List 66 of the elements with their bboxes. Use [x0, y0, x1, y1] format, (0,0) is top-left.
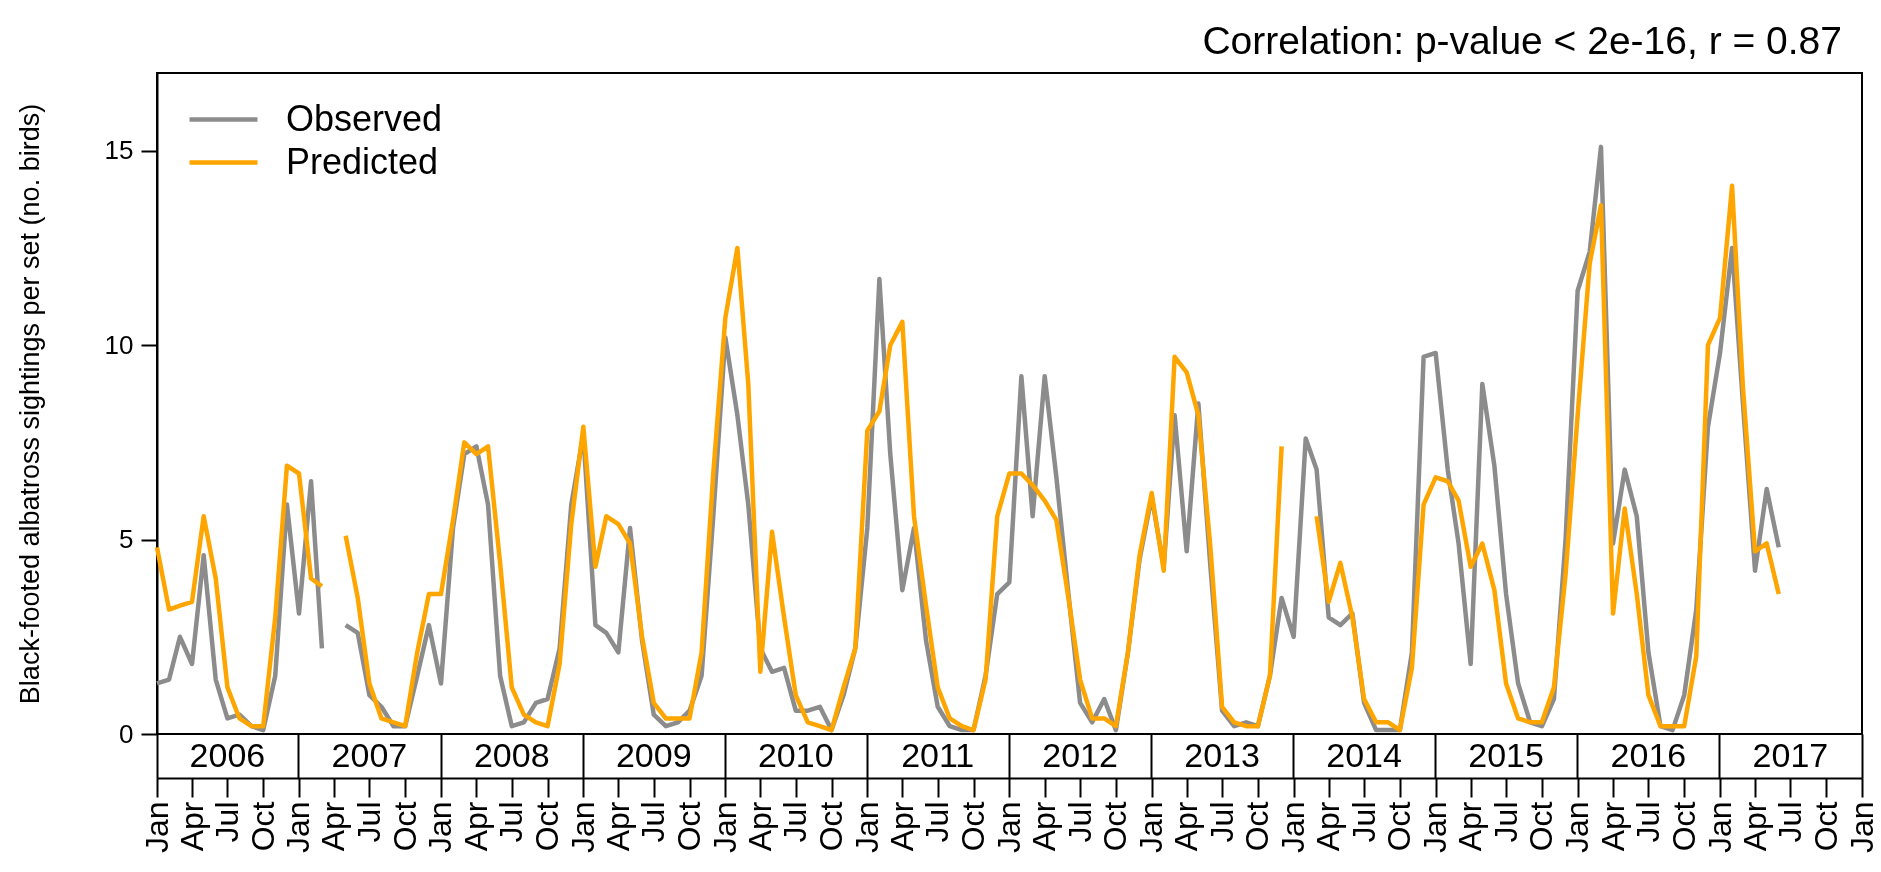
x2-tick-label: 2007: [331, 736, 408, 774]
x-tick-label: Apr: [1452, 801, 1489, 852]
x-tick-label: Jan: [1133, 801, 1170, 854]
x-tick-label: Oct: [1097, 801, 1134, 852]
x-tick-label: Jan: [564, 801, 601, 854]
x-tick-label: Apr: [173, 801, 210, 852]
x-tick-label: Oct: [813, 801, 850, 852]
x-tick-label: Apr: [741, 801, 778, 852]
x-tick-label: Jul: [1061, 801, 1098, 843]
x-tick-label: Jan: [280, 801, 317, 854]
x-tick-label: Jan: [1843, 801, 1880, 854]
x-tick-label: Jul: [350, 801, 387, 843]
x-tick-label: Jan: [1417, 801, 1454, 854]
x-tick-label: Jan: [990, 801, 1027, 854]
x2-tick-label: 2008: [473, 736, 550, 774]
x-tick-label: Oct: [244, 801, 281, 852]
x-tick-label: Oct: [386, 801, 423, 852]
x-tick-label: Oct: [1381, 801, 1418, 852]
x-tick-label: Oct: [1239, 801, 1276, 852]
x2-tick-label: 2010: [757, 736, 834, 774]
x-tick-label: Jan: [706, 801, 743, 854]
x-tick-label: Apr: [1168, 801, 1205, 852]
x-tick-label: Jul: [919, 801, 956, 843]
x-tick-label: Jan: [138, 801, 175, 854]
x-tick-label: Jul: [635, 801, 672, 843]
x-tick-label: Jul: [1203, 801, 1240, 843]
y-tick-label: 15: [104, 135, 134, 166]
y-tick-label: 5: [119, 524, 134, 555]
x-tick-label: Jul: [1345, 801, 1382, 843]
x-tick-label: Jan: [1275, 801, 1312, 854]
legend-label: Observed: [286, 97, 443, 139]
x-tick-label: Jan: [422, 801, 459, 854]
x-tick-label: Apr: [1736, 801, 1773, 852]
x2-tick-label: 2014: [1326, 736, 1402, 774]
x-tick-label: Apr: [599, 801, 636, 852]
x-tick-label: Oct: [671, 801, 708, 852]
x-tick-label: Jul: [1487, 801, 1524, 843]
y-tick-label: 0: [119, 718, 134, 749]
x-tick-label: Apr: [315, 801, 352, 852]
x2-tick-label: 2006: [189, 736, 266, 774]
x-tick-label: Apr: [1026, 801, 1063, 852]
x-tick-label: Oct: [955, 801, 992, 852]
x-tick-label: Jan: [848, 801, 885, 854]
y-axis-title: Black-footed albatross sightings per set (no. birds): [14, 103, 45, 705]
x2-tick-label: 2015: [1468, 736, 1544, 774]
x2-tick-label: 2009: [615, 736, 692, 774]
x-tick-label: Jul: [777, 801, 814, 843]
x-tick-label: Jan: [1701, 801, 1738, 854]
x-tick-label: Jul: [493, 801, 530, 843]
text: Correlation: p-value < 2e-16, r = 0.87: [1202, 19, 1842, 62]
x2-tick-label: 2011: [901, 736, 975, 774]
x-tick-label: Apr: [1310, 801, 1347, 852]
x2-tick-label: 2017: [1752, 736, 1829, 774]
x-tick-label: Oct: [529, 801, 566, 852]
x-tick-label: Oct: [1523, 801, 1560, 852]
x2-tick-label: 2013: [1184, 736, 1260, 774]
x-tick-label: Jan: [1559, 801, 1596, 854]
x-tick-label: Oct: [1665, 801, 1702, 852]
x-tick-label: Oct: [1807, 801, 1844, 852]
legend-label: Predicted: [286, 140, 439, 182]
x2-tick-label: 2016: [1610, 736, 1687, 774]
x2-tick-label: 2012: [1042, 736, 1118, 774]
y-tick-label: 10: [104, 329, 134, 360]
x-tick-label: Apr: [883, 801, 920, 852]
x-tick-label: Apr: [1594, 801, 1631, 852]
x-tick-label: Apr: [457, 801, 494, 852]
